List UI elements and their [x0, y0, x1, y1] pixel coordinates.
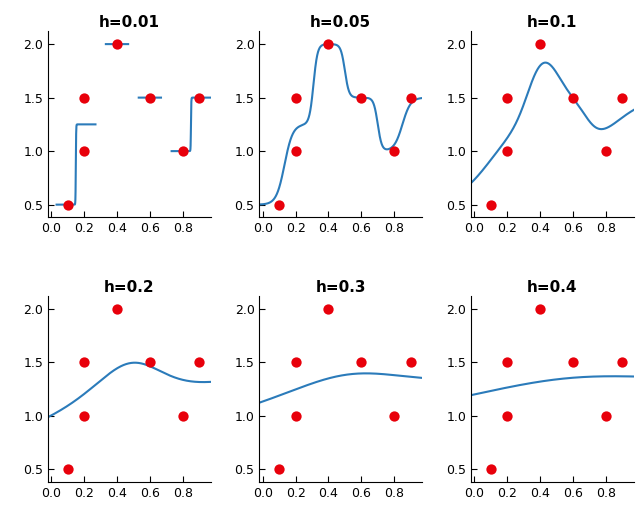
Point — [502, 93, 512, 102]
Point — [617, 93, 627, 102]
Title: h=0.1: h=0.1 — [527, 15, 577, 30]
Point — [79, 147, 89, 155]
Point — [194, 358, 204, 366]
Point — [274, 201, 284, 209]
Point — [502, 412, 512, 420]
Point — [291, 93, 301, 102]
Point — [112, 40, 122, 48]
Point — [79, 93, 89, 102]
Point — [79, 412, 89, 420]
Point — [600, 412, 611, 420]
Title: h=0.3: h=0.3 — [316, 280, 366, 294]
Point — [63, 465, 73, 473]
Point — [291, 147, 301, 155]
Point — [535, 40, 545, 48]
Point — [323, 304, 333, 313]
Point — [291, 412, 301, 420]
Point — [502, 147, 512, 155]
Point — [617, 358, 627, 366]
Point — [194, 93, 204, 102]
Point — [145, 358, 155, 366]
Point — [600, 147, 611, 155]
Point — [486, 465, 496, 473]
Point — [568, 358, 578, 366]
Point — [63, 201, 73, 209]
Point — [568, 93, 578, 102]
Title: h=0.05: h=0.05 — [310, 15, 371, 30]
Title: h=0.2: h=0.2 — [104, 280, 155, 294]
Point — [79, 358, 89, 366]
Point — [356, 358, 367, 366]
Point — [406, 358, 416, 366]
Point — [178, 147, 188, 155]
Point — [323, 40, 333, 48]
Point — [389, 147, 399, 155]
Point — [145, 93, 155, 102]
Point — [486, 201, 496, 209]
Point — [406, 93, 416, 102]
Title: h=0.4: h=0.4 — [527, 280, 577, 294]
Point — [389, 412, 399, 420]
Point — [502, 358, 512, 366]
Point — [356, 93, 367, 102]
Title: h=0.01: h=0.01 — [99, 15, 160, 30]
Point — [291, 358, 301, 366]
Point — [112, 304, 122, 313]
Point — [178, 412, 188, 420]
Point — [535, 304, 545, 313]
Point — [274, 465, 284, 473]
